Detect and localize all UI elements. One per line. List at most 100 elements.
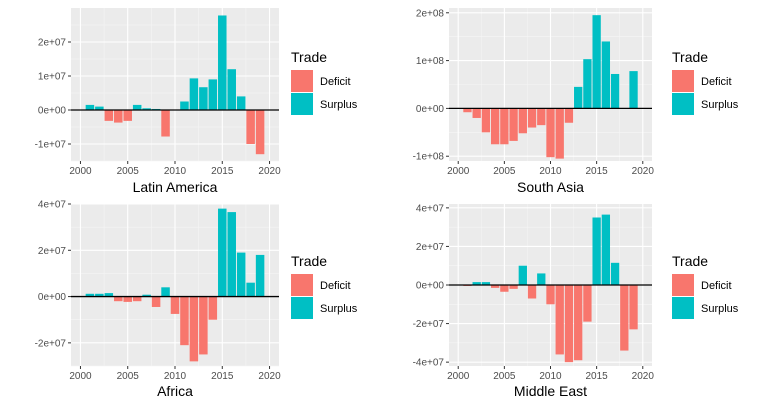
x-axis-label: South Asia xyxy=(517,179,584,195)
bar-2011 xyxy=(555,285,564,355)
bar-2017 xyxy=(236,252,246,297)
bar-2001 xyxy=(85,293,95,297)
x-tick-label: 2020 xyxy=(258,371,281,382)
bar-2001 xyxy=(463,108,472,113)
panel-2: -2e+07 0e+00 2e+07 4e+07 2000 2005 2010 2015 202… xyxy=(35,200,358,400)
y-tick-label: -2e+07 xyxy=(35,338,67,349)
bar-2017 xyxy=(610,262,620,285)
bar-2015 xyxy=(218,15,227,111)
x-tick-label: 2015 xyxy=(211,371,234,382)
y-tick-label: 4e+07 xyxy=(416,203,445,214)
legend-key-deficit xyxy=(291,274,313,296)
legend-label-surplus: Surplus xyxy=(701,99,739,111)
bar-2010 xyxy=(546,285,555,305)
bar-2007 xyxy=(518,265,527,285)
bar-2019 xyxy=(255,254,265,297)
bar-2018 xyxy=(620,285,629,351)
bar-2019 xyxy=(629,71,638,109)
bar-2006 xyxy=(509,285,518,289)
x-tick-label: 2005 xyxy=(117,166,140,177)
bar-2007 xyxy=(142,108,151,110)
bar-2004 xyxy=(114,110,123,123)
x-tick-label: 2010 xyxy=(164,371,187,382)
bar-2006 xyxy=(132,104,142,110)
x-tick-label: 2005 xyxy=(493,166,516,177)
x-tick-label: 2015 xyxy=(586,166,609,177)
x-axis-label: Middle East xyxy=(514,383,587,399)
bar-2012 xyxy=(564,108,574,123)
x-tick-label: 2005 xyxy=(493,371,516,382)
legend: Trade Deficit Surplus xyxy=(291,49,358,115)
bar-2011 xyxy=(180,101,189,110)
bar-2002 xyxy=(472,108,481,118)
panel-0: -1e+07 0e+00 1e+07 2e+07 2000 2005 2010 2015 202… xyxy=(35,8,358,195)
bar-2004 xyxy=(114,296,123,302)
x-tick-label: 2010 xyxy=(539,166,562,177)
x-tick-label: 2015 xyxy=(586,371,609,382)
legend-key-deficit xyxy=(672,70,694,92)
bar-2016 xyxy=(227,212,236,297)
bar-2018 xyxy=(246,110,255,144)
bar-2006 xyxy=(509,108,518,141)
legend-title: Trade xyxy=(291,49,327,65)
x-tick-label: 2010 xyxy=(539,371,562,382)
bar-2018 xyxy=(246,282,255,297)
bar-2002 xyxy=(95,106,104,110)
x-tick-label: 2000 xyxy=(447,371,470,382)
x-tick-label: 2005 xyxy=(117,371,140,382)
bar-2008 xyxy=(151,296,161,307)
y-tick-label: -1e+08 xyxy=(413,152,445,163)
bar-2016 xyxy=(601,214,611,285)
bar-2002 xyxy=(472,282,481,285)
bar-2014 xyxy=(208,79,218,110)
y-tick-label: 0e+00 xyxy=(416,281,445,292)
legend-key-deficit xyxy=(291,70,313,92)
legend: Trade Deficit Surplus xyxy=(672,49,739,115)
bar-2010 xyxy=(170,296,180,314)
y-tick-label: 0e+00 xyxy=(416,104,445,115)
y-tick-label: 1e+08 xyxy=(416,56,445,67)
legend-key-surplus xyxy=(672,297,694,319)
bar-2005 xyxy=(500,108,509,145)
bar-2013 xyxy=(574,285,583,361)
bar-2017 xyxy=(236,96,246,110)
bar-2003 xyxy=(104,110,114,121)
bar-2009 xyxy=(537,273,546,285)
legend-title: Trade xyxy=(672,253,708,269)
legend-label-deficit: Deficit xyxy=(701,76,732,88)
y-tick-label: 2e+07 xyxy=(38,38,67,49)
y-tick-label: -4e+07 xyxy=(413,358,445,369)
bar-2014 xyxy=(208,296,218,320)
bar-2011 xyxy=(555,108,564,159)
y-tick-label: 0e+00 xyxy=(38,106,67,117)
bar-2019 xyxy=(629,285,638,330)
x-tick-label: 2015 xyxy=(211,166,234,177)
bar-2015 xyxy=(592,217,601,285)
bar-2013 xyxy=(199,296,208,355)
x-tick-label: 2020 xyxy=(632,371,655,382)
bar-2003 xyxy=(481,282,491,285)
bar-2004 xyxy=(490,285,500,288)
x-axis-label: Latin America xyxy=(133,179,218,195)
bar-2009 xyxy=(161,287,170,297)
bar-2012 xyxy=(189,296,199,362)
legend-key-surplus xyxy=(291,297,313,319)
bar-2014 xyxy=(583,59,592,109)
bar-2013 xyxy=(199,87,208,110)
legend-title: Trade xyxy=(291,253,327,269)
legend-label-deficit: Deficit xyxy=(320,76,351,88)
legend-key-surplus xyxy=(291,93,313,115)
bar-2015 xyxy=(218,208,227,297)
bar-2014 xyxy=(583,285,592,322)
bar-2012 xyxy=(564,285,574,363)
x-axis-label: Africa xyxy=(157,383,193,399)
bar-2005 xyxy=(500,285,509,292)
bar-2007 xyxy=(518,108,527,134)
legend-title: Trade xyxy=(672,49,708,65)
x-tick-label: 2000 xyxy=(69,166,92,177)
bar-2009 xyxy=(537,108,546,126)
bar-2016 xyxy=(601,41,611,109)
x-tick-label: 2000 xyxy=(447,166,470,177)
bar-2012 xyxy=(189,78,199,110)
panel-1: -1e+08 0e+00 1e+08 2e+08 2000 2005 2010 2015 202… xyxy=(413,8,739,195)
